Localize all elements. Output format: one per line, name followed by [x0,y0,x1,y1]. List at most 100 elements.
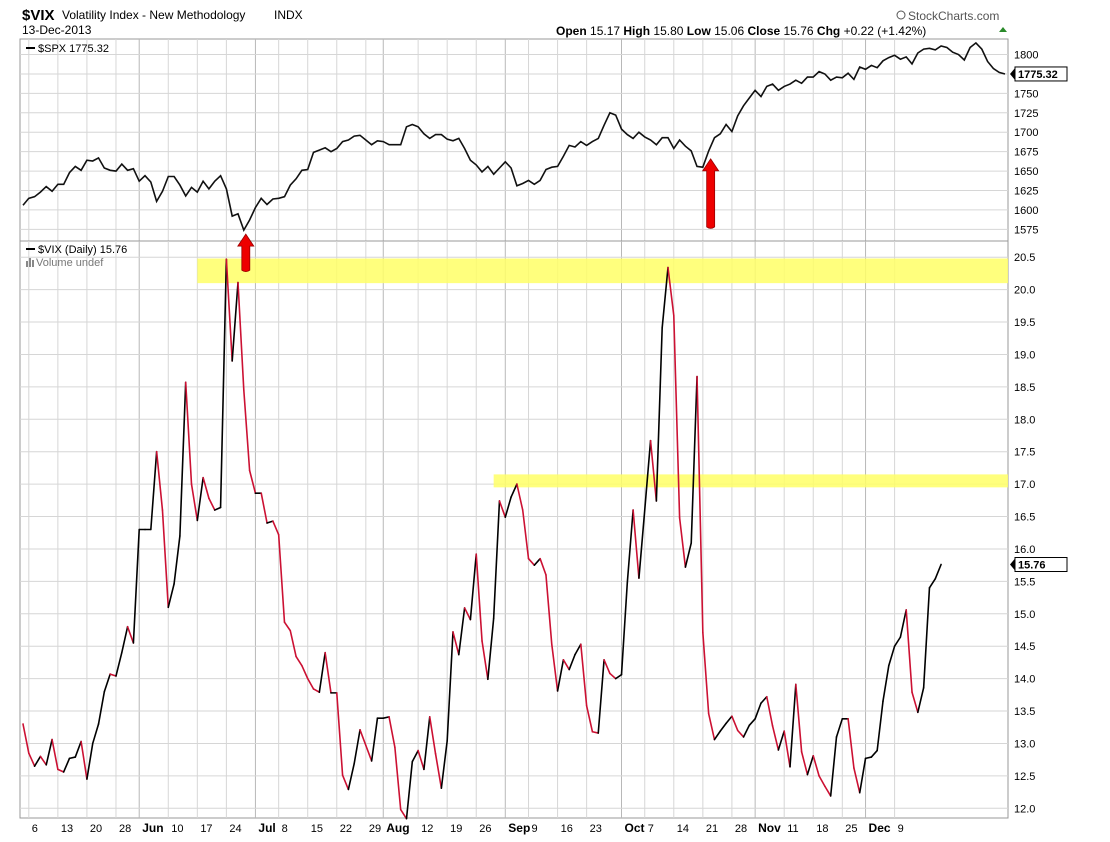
red-arrow-icon [701,158,720,229]
high-value: 15.80 [653,24,683,38]
vix-series-segment [568,653,576,671]
x-tick-label: 11 [787,823,798,835]
vix-series-segment [626,509,634,584]
vix-series-segment [829,736,838,797]
vix-series-segment [516,483,524,511]
x-tick-label: 23 [590,823,602,835]
spx-y-tick-label: 1725 [1014,108,1038,120]
vix-y-tick-label: 14.0 [1014,674,1035,686]
vix-series-segment [428,716,437,755]
vix-series-segment [417,749,425,771]
spx-y-tick-label: 1650 [1014,166,1038,178]
vix-series-segment [661,266,669,329]
vix-y-tick-label: 15.5 [1014,576,1035,588]
vix-series-segment [109,673,117,677]
close-value: 15.76 [784,24,814,38]
volume-icon [26,258,34,267]
vix-series-segment [672,314,681,519]
vix-series-segment [150,450,158,531]
spx-y-tick-label: 1575 [1014,224,1038,236]
vix-series-segment [795,683,803,753]
vix-series-segment [295,655,303,667]
spx-panel: 1575160016251650167517001725175017751800… [19,38,1068,242]
vix-last-value-text: 15.76 [1018,560,1046,572]
vix-series-segment [783,730,791,768]
vix-series-segment [353,729,361,765]
vix-series-segment [208,497,216,511]
vix-y-tick-label: 12.0 [1014,803,1035,815]
vix-series-segment [876,700,884,752]
x-tick-label: 6 [32,823,38,835]
up-triangle-icon [999,27,1007,32]
vix-series-segment [527,557,536,566]
vix-series-segment [585,705,594,733]
vix-series-segment [86,742,94,780]
x-tick-label: Oct [624,821,644,835]
vix-series-segment [179,381,187,537]
vix-series-segment [707,712,716,741]
vix-series-segment [696,375,704,634]
vix-series-segment [928,577,937,589]
vix-series-segment [394,746,402,811]
vix-series-segment [184,381,193,485]
x-tick-label: 13 [61,823,73,835]
ohlc-readout: Open 15.17 High 15.80 Low 15.06 Close 15… [556,24,926,38]
vix-series-segment [248,469,257,494]
vix-series-segment [521,509,530,560]
vix-y-tick-label: 15.0 [1014,609,1035,621]
vix-series-segment [22,723,30,754]
vix-series-segment [800,751,809,776]
vix-series-segment [68,756,77,760]
vix-series-segment [28,752,36,767]
vix-series-segment [347,762,356,791]
vix-series-segment [126,625,135,644]
vix-series-segment [277,533,286,624]
brand-text: StockCharts.com [908,9,999,23]
vix-series-segment [731,715,739,732]
vix-series-segment [266,520,274,524]
brand-logo: StockCharts.com [896,9,999,23]
chg-label: Chg [817,24,840,38]
vix-series-segment [824,785,832,797]
vix-series-segment [167,583,175,609]
vix-series-segment [603,659,611,675]
vix-series-segment [289,629,297,658]
vix-series-segment [905,609,913,694]
vix-series-segment [91,723,100,745]
open-value: 15.17 [590,24,620,38]
vix-series-segment [359,729,367,747]
vix-series-segment [922,587,931,689]
spx-series-line [22,41,1006,233]
spx-y-tick-label: 1600 [1014,205,1038,217]
vix-series-segment [57,768,65,773]
vix-series-segment [934,563,942,580]
vix-series-segment [771,725,780,751]
vix-series-segment [452,631,460,656]
x-tick-label: 28 [735,823,747,835]
x-tick-label: Nov [758,821,781,835]
vix-legend-text: $VIX (Daily) 15.76 [38,244,127,256]
vix-series-segment [678,517,687,568]
vix-series-segment [423,716,431,771]
x-tick-label: Jun [142,821,163,835]
vix-series-segment [835,718,844,738]
x-tick-label: 21 [706,823,718,835]
x-tick-label: 18 [816,823,828,835]
vix-series-segment [580,643,588,707]
vix-series-segment [818,775,826,788]
vix-series-segment [74,740,82,758]
low-value: 15.06 [714,24,744,38]
vix-series-segment [899,609,908,638]
vix-series-segment [638,509,646,579]
x-tick-label: Jul [258,821,275,835]
vix-y-tick-label: 19.0 [1014,349,1035,361]
vix-series-segment [887,645,896,667]
vix-series-segment [365,744,373,762]
vix-series-segment [335,692,344,777]
vix-y-tick-label: 13.0 [1014,738,1035,750]
x-tick-label: 25 [845,823,857,835]
x-tick-label: Aug [386,821,409,835]
vix-series-segment [777,730,785,751]
x-tick-label: 7 [648,823,654,835]
x-tick-label: 10 [171,823,183,835]
